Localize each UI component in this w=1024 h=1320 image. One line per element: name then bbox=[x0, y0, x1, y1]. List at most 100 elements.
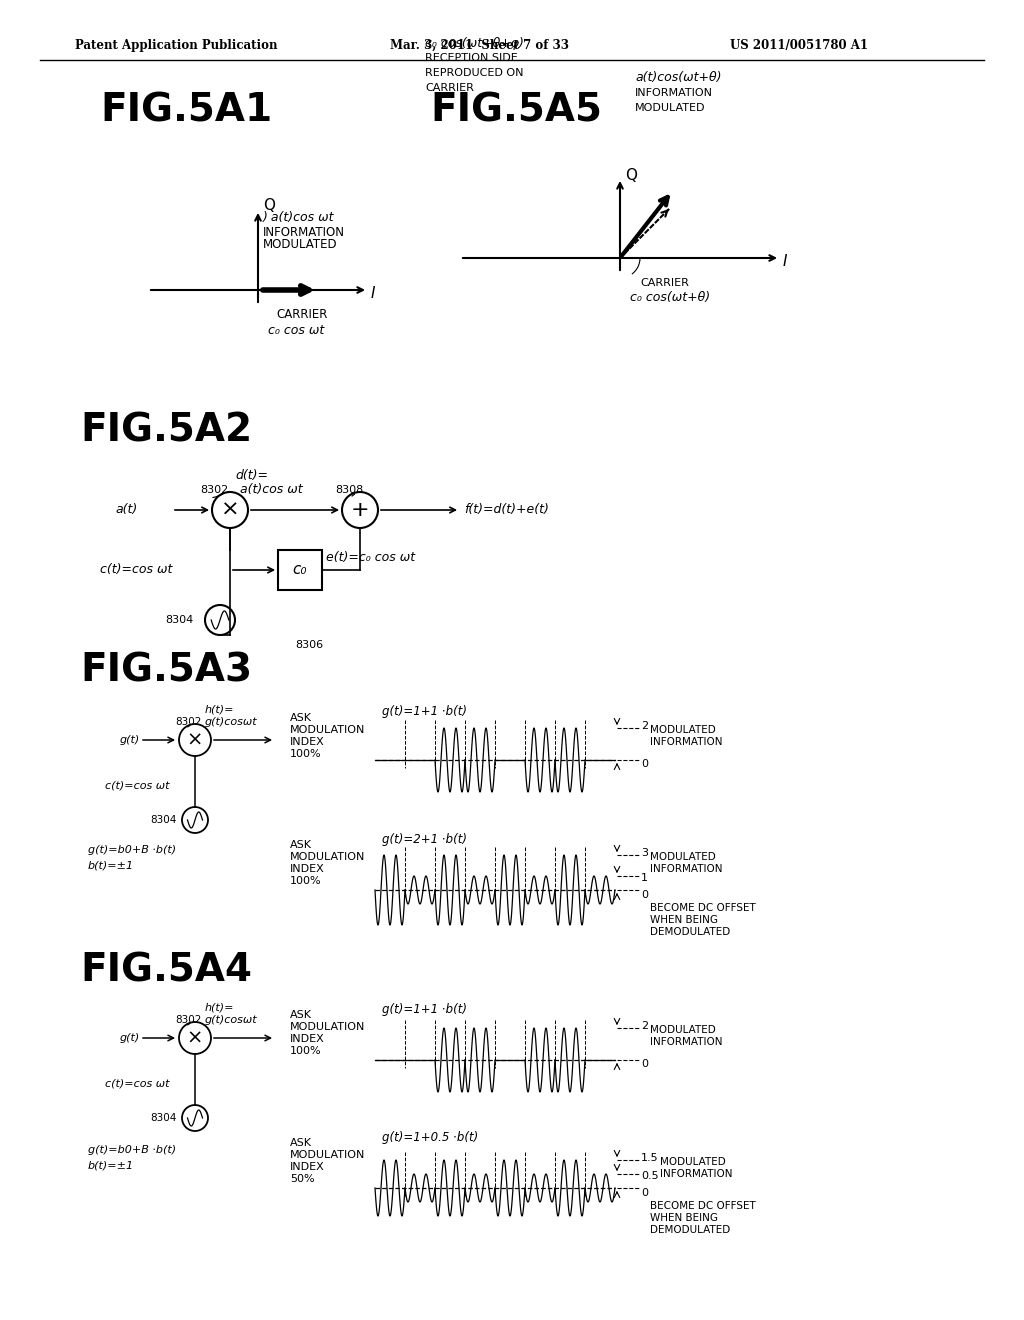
Text: 2: 2 bbox=[641, 1020, 648, 1031]
Text: g(t)=1+1 ⋅b(t): g(t)=1+1 ⋅b(t) bbox=[382, 705, 467, 718]
Text: DEMODULATED: DEMODULATED bbox=[650, 1225, 730, 1236]
Text: MODULATED: MODULATED bbox=[660, 1158, 726, 1167]
Text: 8304: 8304 bbox=[150, 814, 176, 825]
Text: c₀ cos(ωt+θ+φ): c₀ cos(ωt+θ+φ) bbox=[425, 37, 524, 49]
Text: BECOME DC OFFSET: BECOME DC OFFSET bbox=[650, 1201, 756, 1210]
Text: g(t)=1+1 ⋅b(t): g(t)=1+1 ⋅b(t) bbox=[382, 1003, 467, 1016]
Text: 50%: 50% bbox=[290, 1173, 314, 1184]
Text: ×: × bbox=[186, 730, 203, 750]
Text: c(t)=cos ωt: c(t)=cos ωt bbox=[100, 564, 172, 577]
Text: ASK: ASK bbox=[290, 1138, 312, 1148]
Text: INDEX: INDEX bbox=[290, 1162, 325, 1172]
Text: 0: 0 bbox=[641, 1059, 648, 1069]
Text: 2: 2 bbox=[641, 721, 648, 731]
Text: 100%: 100% bbox=[290, 876, 322, 886]
Text: 100%: 100% bbox=[290, 748, 322, 759]
Text: MODULATED: MODULATED bbox=[635, 103, 706, 114]
Text: RECEPTION SIDE: RECEPTION SIDE bbox=[425, 53, 518, 63]
Text: b(t)=±1: b(t)=±1 bbox=[88, 861, 134, 870]
Text: US 2011/0051780 A1: US 2011/0051780 A1 bbox=[730, 38, 868, 51]
Text: 8302: 8302 bbox=[175, 717, 202, 727]
Text: INFORMATION: INFORMATION bbox=[650, 1038, 723, 1047]
Text: 0: 0 bbox=[641, 1188, 648, 1199]
Text: g(t)cosωt: g(t)cosωt bbox=[205, 717, 258, 727]
Text: 0: 0 bbox=[641, 759, 648, 770]
Text: INDEX: INDEX bbox=[290, 1034, 325, 1044]
Text: ×: × bbox=[186, 1028, 203, 1048]
Text: 100%: 100% bbox=[290, 1045, 322, 1056]
Text: INFORMATION: INFORMATION bbox=[650, 737, 723, 747]
Text: FIG.5A5: FIG.5A5 bbox=[430, 91, 602, 129]
Text: CARRIER: CARRIER bbox=[425, 83, 474, 92]
Text: 8304: 8304 bbox=[165, 615, 194, 624]
Text: INFORMATION: INFORMATION bbox=[635, 88, 713, 98]
Text: ASK: ASK bbox=[290, 840, 312, 850]
Text: ×: × bbox=[221, 500, 240, 520]
Text: d(t)=: d(t)= bbox=[234, 470, 268, 483]
Text: 8306: 8306 bbox=[295, 640, 324, 649]
Text: MODULATION: MODULATION bbox=[290, 851, 366, 862]
Text: 1.5: 1.5 bbox=[641, 1152, 658, 1163]
Text: WHEN BEING: WHEN BEING bbox=[650, 915, 718, 925]
Text: h(t)=: h(t)= bbox=[205, 1003, 234, 1012]
Text: c(t)=cos ωt: c(t)=cos ωt bbox=[105, 780, 170, 789]
Text: Mar. 3, 2011  Sheet 7 of 33: Mar. 3, 2011 Sheet 7 of 33 bbox=[390, 38, 569, 51]
Text: MODULATED: MODULATED bbox=[650, 1026, 716, 1035]
Text: g(t): g(t) bbox=[120, 735, 140, 744]
Text: c₀: c₀ bbox=[293, 562, 307, 578]
Text: 8302: 8302 bbox=[175, 1015, 202, 1026]
Text: FIG.5A3: FIG.5A3 bbox=[80, 651, 252, 689]
Text: I: I bbox=[783, 253, 787, 268]
Text: FIG.5A2: FIG.5A2 bbox=[80, 411, 252, 449]
Text: Q: Q bbox=[263, 198, 275, 213]
Text: Patent Application Publication: Patent Application Publication bbox=[75, 38, 278, 51]
Text: c(t)=cos ωt: c(t)=cos ωt bbox=[105, 1078, 170, 1088]
Text: INDEX: INDEX bbox=[290, 865, 325, 874]
Text: Q: Q bbox=[625, 168, 637, 182]
Text: a(t)cos(ωt+θ): a(t)cos(ωt+θ) bbox=[635, 71, 722, 84]
Text: g(t)=2+1 ⋅b(t): g(t)=2+1 ⋅b(t) bbox=[382, 833, 467, 846]
Text: e(t)=c₀ cos ωt: e(t)=c₀ cos ωt bbox=[326, 552, 415, 565]
Text: 8304: 8304 bbox=[150, 1113, 176, 1123]
Bar bbox=[278, 550, 322, 590]
Text: MODULATION: MODULATION bbox=[290, 725, 366, 735]
Text: 0.5: 0.5 bbox=[641, 1171, 658, 1181]
Text: DEMODULATED: DEMODULATED bbox=[650, 927, 730, 937]
Text: 3: 3 bbox=[641, 847, 648, 858]
Text: MODULATION: MODULATION bbox=[290, 1022, 366, 1032]
Text: CARRIER: CARRIER bbox=[640, 279, 689, 288]
Text: 1: 1 bbox=[641, 873, 648, 883]
Text: ASK: ASK bbox=[290, 1010, 312, 1020]
Text: MODULATION: MODULATION bbox=[290, 1150, 366, 1160]
Text: WHEN BEING: WHEN BEING bbox=[650, 1213, 718, 1224]
Text: I: I bbox=[371, 285, 376, 301]
Text: CARRIER: CARRIER bbox=[276, 309, 328, 322]
Text: a(t): a(t) bbox=[115, 503, 137, 516]
Text: INFORMATION: INFORMATION bbox=[650, 865, 723, 874]
Text: FIG.5A1: FIG.5A1 bbox=[100, 91, 272, 129]
Text: g(t)=b0+B ⋅b(t): g(t)=b0+B ⋅b(t) bbox=[88, 1144, 176, 1155]
Text: c₀ cos(ωt+θ): c₀ cos(ωt+θ) bbox=[630, 292, 710, 305]
Text: INFORMATION: INFORMATION bbox=[660, 1170, 732, 1179]
Text: FIG.5A4: FIG.5A4 bbox=[80, 950, 252, 989]
Text: +: + bbox=[350, 500, 370, 520]
Text: b(t)=±1: b(t)=±1 bbox=[88, 1160, 134, 1170]
Text: g(t)cosωt: g(t)cosωt bbox=[205, 1015, 258, 1026]
Text: 0: 0 bbox=[641, 890, 648, 900]
Text: g(t)=b0+B ⋅b(t): g(t)=b0+B ⋅b(t) bbox=[88, 845, 176, 855]
Text: MODULATED: MODULATED bbox=[650, 725, 716, 735]
Text: h(t)=: h(t)= bbox=[205, 705, 234, 715]
Text: ASK: ASK bbox=[290, 713, 312, 723]
Text: g(t)=1+0.5 ⋅b(t): g(t)=1+0.5 ⋅b(t) bbox=[382, 1131, 478, 1144]
Text: ) a(t)cos ωt: ) a(t)cos ωt bbox=[263, 210, 335, 223]
Text: c₀ cos ωt: c₀ cos ωt bbox=[268, 323, 325, 337]
Text: BECOME DC OFFSET: BECOME DC OFFSET bbox=[650, 903, 756, 913]
Text: REPRODUCED ON: REPRODUCED ON bbox=[425, 69, 523, 78]
Text: MODULATED: MODULATED bbox=[263, 239, 338, 252]
Text: a(t)cos ωt: a(t)cos ωt bbox=[240, 483, 303, 496]
Text: f(t)=d(t)+e(t): f(t)=d(t)+e(t) bbox=[464, 503, 549, 516]
Text: g(t): g(t) bbox=[120, 1034, 140, 1043]
Text: 8308: 8308 bbox=[335, 484, 364, 495]
Text: 8302: 8302 bbox=[200, 484, 228, 495]
Text: INDEX: INDEX bbox=[290, 737, 325, 747]
